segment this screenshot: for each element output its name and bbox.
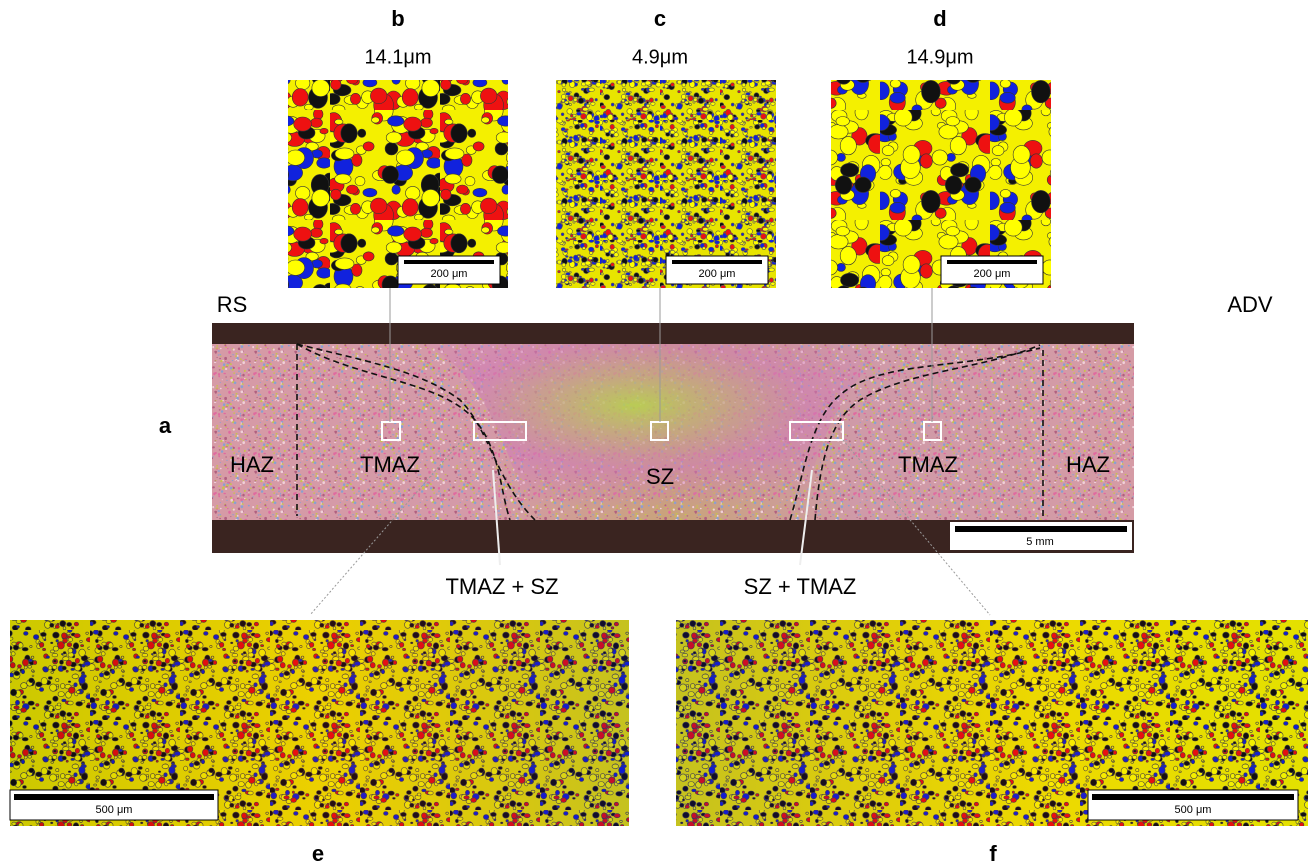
panel-b: b 14.1μm 200 μm [288,6,508,288]
zone-label: HAZ [230,452,274,477]
panel-a: a RS ADV HAZ TMAZ SZ TMAZ HAZ 5 mm [159,292,1273,553]
callout: TMAZ + SZ [445,574,558,599]
panel-f: 500 μm f [676,620,1308,866]
scale-label: 200 μm [699,268,736,280]
side-label: ADV [1227,292,1273,317]
callout: SZ + TMAZ [744,574,857,599]
side-label: RS [217,292,248,317]
grain-size: 14.1μm [364,46,431,68]
panel-label: c [654,6,666,31]
panel-label: a [159,413,172,438]
grain-size: 4.9μm [632,46,688,68]
figure: b 14.1μm 200 μm c 4.9μm 200 μm d 14.9μm … [0,0,1312,866]
panel-label: e [312,841,324,866]
scale-label: 500 μm [96,804,133,816]
zone-label: TMAZ [898,452,958,477]
panel-e: 500 μm e [10,620,629,866]
scale-bar [404,260,494,264]
scale-bar [672,260,762,264]
panel-label: d [933,6,946,31]
scale-label: 5 mm [1026,536,1054,548]
panel-label: b [391,6,404,31]
zone-label: TMAZ [360,452,420,477]
scale-bar [1092,794,1294,800]
grain-size: 14.9μm [906,46,973,68]
panel-d: d 14.9μm 200 μm [831,6,1051,288]
scale-bar [14,794,214,800]
scale-label: 200 μm [974,268,1011,280]
panel-label: f [989,841,997,866]
panel-c: c 4.9μm 200 μm [556,6,776,288]
zone-label: SZ [646,464,674,489]
scale-bar [947,260,1037,264]
scale-bar [955,526,1127,532]
scale-label: 500 μm [1175,804,1212,816]
zone-label: HAZ [1066,452,1110,477]
scale-label: 200 μm [431,268,468,280]
